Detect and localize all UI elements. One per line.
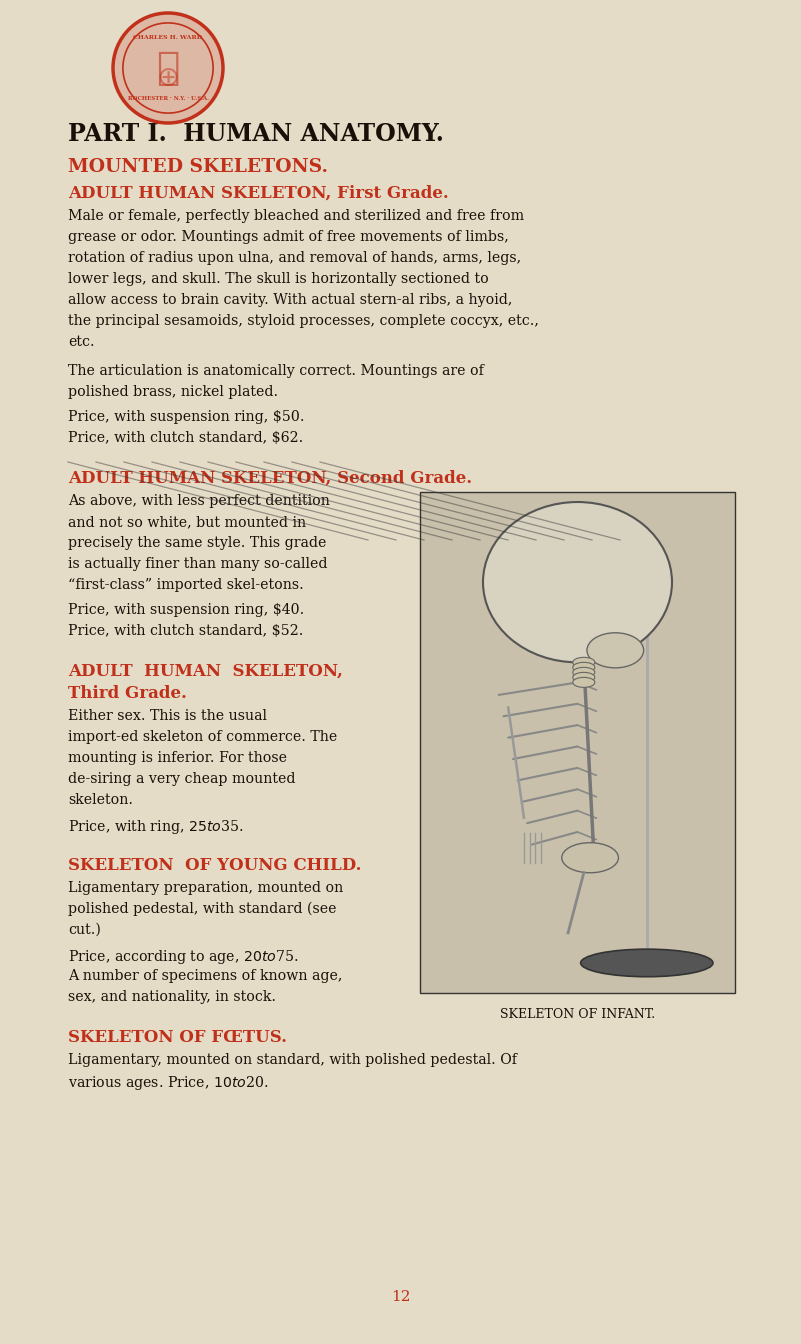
Text: The articulation is anatomically correct. Mountings are of: The articulation is anatomically correct… xyxy=(68,364,484,378)
Circle shape xyxy=(113,13,223,124)
Ellipse shape xyxy=(581,949,713,977)
Text: ADULT HUMAN SKELETON, First Grade.: ADULT HUMAN SKELETON, First Grade. xyxy=(68,185,449,202)
Text: Price, with clutch standard, $62.: Price, with clutch standard, $62. xyxy=(68,431,304,445)
Text: Ligamentary, mounted on standard, with polished pedestal. Of: Ligamentary, mounted on standard, with p… xyxy=(68,1052,517,1067)
Text: ✝: ✝ xyxy=(156,50,179,86)
Text: Price, with ring, $25 to $35.: Price, with ring, $25 to $35. xyxy=(68,818,244,836)
Text: Price, with clutch standard, $52.: Price, with clutch standard, $52. xyxy=(68,624,304,638)
Text: Price, with suspension ring, $40.: Price, with suspension ring, $40. xyxy=(68,603,304,617)
Text: 12: 12 xyxy=(391,1290,410,1304)
Text: the principal sesamoids, styloid processes, complete coccyx, etc.,: the principal sesamoids, styloid process… xyxy=(68,314,539,328)
Ellipse shape xyxy=(573,672,595,683)
Text: Price, with suspension ring, $50.: Price, with suspension ring, $50. xyxy=(68,410,304,423)
Text: SKELETON OF FŒTUS.: SKELETON OF FŒTUS. xyxy=(68,1030,287,1046)
Text: polished brass, nickel plated.: polished brass, nickel plated. xyxy=(68,384,278,399)
Text: and not so white, but mounted in: and not so white, but mounted in xyxy=(68,515,306,530)
Text: cut.): cut.) xyxy=(68,923,101,937)
Text: Price, according to age, $20 to $75.: Price, according to age, $20 to $75. xyxy=(68,948,299,966)
Text: ROCHESTER · N.Y. · U.S.A.: ROCHESTER · N.Y. · U.S.A. xyxy=(127,95,208,101)
Text: de-siring a very cheap mounted: de-siring a very cheap mounted xyxy=(68,771,296,786)
Text: Male or female, perfectly bleached and sterilized and free from: Male or female, perfectly bleached and s… xyxy=(68,210,524,223)
Ellipse shape xyxy=(562,843,618,872)
Text: various ages. Price, $10 to $20.: various ages. Price, $10 to $20. xyxy=(68,1074,268,1091)
Text: “first-class” imported skel-etons.: “first-class” imported skel-etons. xyxy=(68,578,304,591)
Ellipse shape xyxy=(587,633,644,668)
Text: mounting is inferior. For those: mounting is inferior. For those xyxy=(68,751,287,765)
Ellipse shape xyxy=(573,668,595,677)
Text: As above, with less perfect dentition: As above, with less perfect dentition xyxy=(68,495,330,508)
Text: allow access to brain cavity. With actual stern-al ribs, a hyoid,: allow access to brain cavity. With actua… xyxy=(68,293,513,306)
Text: ADULT HUMAN SKELETON, Second Grade.: ADULT HUMAN SKELETON, Second Grade. xyxy=(68,470,472,487)
Ellipse shape xyxy=(573,677,595,687)
Text: Third Grade.: Third Grade. xyxy=(68,685,187,702)
Ellipse shape xyxy=(483,503,672,663)
Text: A number of specimens of known age,: A number of specimens of known age, xyxy=(68,969,342,982)
Text: SKELETON  OF YOUNG CHILD.: SKELETON OF YOUNG CHILD. xyxy=(68,857,361,874)
Text: import-ed skeleton of commerce. The: import-ed skeleton of commerce. The xyxy=(68,730,337,745)
Text: rotation of radius upon ulna, and removal of hands, arms, legs,: rotation of radius upon ulna, and remova… xyxy=(68,251,521,265)
Ellipse shape xyxy=(573,663,595,672)
Text: ⊕: ⊕ xyxy=(156,65,179,91)
Text: Either sex. This is the usual: Either sex. This is the usual xyxy=(68,710,267,723)
Text: PART I.  HUMAN ANATOMY.: PART I. HUMAN ANATOMY. xyxy=(68,122,444,146)
Text: CHARLES H. WARD: CHARLES H. WARD xyxy=(134,35,203,40)
Text: SKELETON OF INFANT.: SKELETON OF INFANT. xyxy=(500,1008,655,1021)
Text: polished pedestal, with standard (see: polished pedestal, with standard (see xyxy=(68,902,336,917)
Bar xyxy=(420,492,735,993)
Text: MOUNTED SKELETONS.: MOUNTED SKELETONS. xyxy=(68,159,328,176)
Text: etc.: etc. xyxy=(68,335,95,349)
Ellipse shape xyxy=(573,657,595,668)
Text: grease or odor. Mountings admit of free movements of limbs,: grease or odor. Mountings admit of free … xyxy=(68,230,509,245)
Text: skeleton.: skeleton. xyxy=(68,793,133,806)
Text: sex, and nationality, in stock.: sex, and nationality, in stock. xyxy=(68,991,276,1004)
Text: ADULT  HUMAN  SKELETON,: ADULT HUMAN SKELETON, xyxy=(68,663,343,680)
Text: is actually finer than many so-called: is actually finer than many so-called xyxy=(68,556,328,571)
Text: Ligamentary preparation, mounted on: Ligamentary preparation, mounted on xyxy=(68,882,344,895)
Text: lower legs, and skull. The skull is horizontally sectioned to: lower legs, and skull. The skull is hori… xyxy=(68,271,489,286)
Text: precisely the same style. This grade: precisely the same style. This grade xyxy=(68,536,326,550)
